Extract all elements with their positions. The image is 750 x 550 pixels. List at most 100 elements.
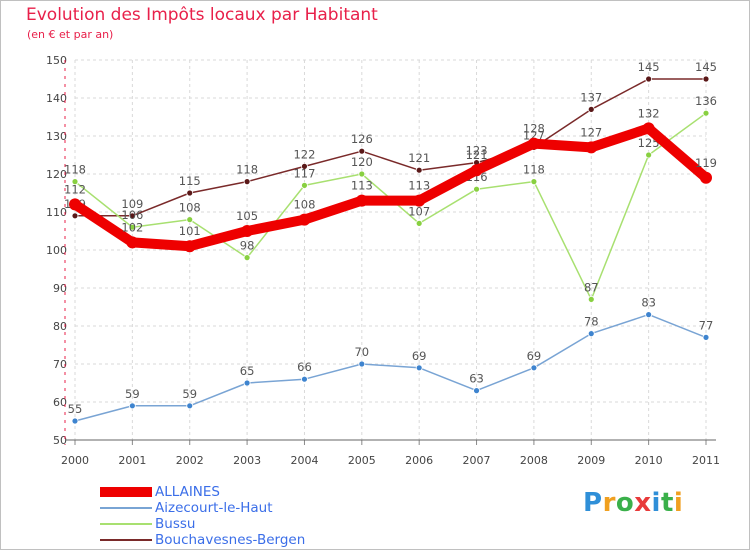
data-point-bussu bbox=[702, 109, 710, 117]
y-tick-label: 60 bbox=[53, 396, 67, 409]
legend-swatch bbox=[100, 532, 152, 548]
data-label-allaines: 102 bbox=[121, 220, 143, 234]
x-tick-label: 2005 bbox=[348, 454, 376, 467]
data-label-bouchavesnes-bergen: 126 bbox=[351, 132, 373, 146]
data-label-allaines: 128 bbox=[523, 122, 545, 136]
data-point-bouchavesnes-bergen bbox=[128, 212, 136, 220]
data-point-bouchavesnes-bergen bbox=[702, 75, 710, 83]
data-label-aizecourt-le-haut: 65 bbox=[240, 364, 255, 378]
proxiti-logo: Proxiti bbox=[583, 488, 683, 518]
data-point-bouchavesnes-bergen bbox=[587, 106, 595, 113]
data-label-bouchavesnes-bergen: 122 bbox=[293, 147, 315, 161]
data-point-bouchavesnes-bergen bbox=[71, 212, 79, 220]
data-label-allaines: 119 bbox=[695, 156, 717, 170]
data-label-bussu: 117 bbox=[293, 166, 315, 180]
data-label-aizecourt-le-haut: 63 bbox=[469, 372, 484, 386]
data-point-allaines bbox=[642, 122, 655, 135]
series-line-allaines bbox=[70, 123, 711, 252]
data-point-allaines bbox=[470, 164, 483, 177]
y-tick-label: 120 bbox=[46, 168, 67, 181]
data-point-bussu bbox=[473, 185, 480, 193]
legend-label: Bouchavesnes-Bergen bbox=[155, 532, 306, 548]
x-tick-label: 2008 bbox=[520, 454, 548, 467]
data-point-allaines bbox=[69, 198, 81, 211]
y-tick-label: 100 bbox=[46, 244, 67, 257]
data-label-allaines: 121 bbox=[466, 148, 488, 162]
data-label-allaines: 132 bbox=[638, 106, 660, 120]
logo-letter: P bbox=[583, 488, 603, 518]
y-tick-label: 50 bbox=[53, 434, 67, 447]
x-tick-label: 2011 bbox=[692, 454, 720, 467]
y-tick-label: 150 bbox=[46, 54, 67, 67]
data-point-bussu bbox=[301, 181, 308, 189]
x-tick-label: 2004 bbox=[290, 454, 318, 467]
data-label-bouchavesnes-bergen: 137 bbox=[580, 90, 602, 104]
data-point-allaines bbox=[298, 213, 311, 226]
x-tick-label: 2000 bbox=[61, 454, 89, 467]
data-label-bouchavesnes-bergen: 121 bbox=[408, 151, 430, 165]
data-point-bussu bbox=[587, 295, 595, 303]
x-tick-label: 2002 bbox=[176, 454, 204, 467]
data-label-bouchavesnes-bergen: 118 bbox=[236, 163, 258, 177]
logo-letter: t bbox=[660, 488, 674, 518]
data-label-bouchavesnes-bergen: 115 bbox=[179, 174, 201, 188]
data-label-aizecourt-le-haut: 55 bbox=[68, 402, 83, 416]
y-tick-label: 110 bbox=[46, 206, 67, 219]
data-label-bouchavesnes-bergen: 145 bbox=[638, 60, 660, 74]
data-label-bussu: 98 bbox=[240, 239, 255, 253]
data-label-aizecourt-le-haut: 69 bbox=[527, 349, 542, 363]
y-tick-label: 80 bbox=[53, 320, 67, 333]
data-point-bussu bbox=[186, 216, 194, 224]
data-label-allaines: 108 bbox=[293, 198, 315, 212]
data-label-bussu: 136 bbox=[695, 94, 717, 108]
data-point-bouchavesnes-bergen bbox=[415, 166, 423, 174]
series-bouchavesnes-bergen: 109109115118122126121123127137145145 bbox=[64, 60, 717, 220]
logo-letter: r bbox=[602, 488, 616, 518]
data-point-bussu bbox=[358, 170, 366, 178]
data-label-allaines: 113 bbox=[408, 179, 430, 193]
data-label-bouchavesnes-bergen: 123 bbox=[466, 144, 488, 158]
data-label-aizecourt-le-haut: 77 bbox=[699, 318, 714, 332]
data-point-bouchavesnes-bergen bbox=[358, 147, 366, 155]
legend-label: Aizecourt-le-Haut bbox=[155, 500, 273, 516]
data-label-bussu: 118 bbox=[64, 163, 86, 177]
data-point-bussu bbox=[128, 223, 136, 231]
legend-swatch bbox=[100, 484, 152, 500]
data-label-allaines: 105 bbox=[236, 209, 258, 223]
data-point-bouchavesnes-bergen bbox=[301, 162, 308, 170]
data-label-aizecourt-le-haut: 66 bbox=[297, 360, 312, 374]
data-point-bussu bbox=[645, 151, 653, 159]
data-point-bussu bbox=[71, 178, 79, 186]
y-tick-label: 90 bbox=[53, 282, 67, 295]
x-tick-label: 2009 bbox=[577, 454, 605, 467]
data-label-bussu: 87 bbox=[584, 280, 599, 294]
data-label-bouchavesnes-bergen: 109 bbox=[121, 197, 143, 211]
data-label-allaines: 113 bbox=[351, 179, 373, 193]
data-label-bussu: 120 bbox=[351, 155, 373, 169]
series-line-bouchavesnes-bergen bbox=[74, 78, 707, 217]
data-point-allaines bbox=[355, 194, 368, 207]
chart-title: Evolution des Impôts locaux par Habitant bbox=[26, 5, 378, 25]
y-tick-label: 130 bbox=[46, 130, 67, 143]
data-point-allaines bbox=[527, 137, 540, 150]
data-point-aizecourt-le-haut bbox=[415, 364, 423, 372]
data-point-bouchavesnes-bergen bbox=[243, 178, 251, 186]
data-point-aizecourt-le-haut bbox=[587, 330, 595, 338]
legend-swatch bbox=[100, 500, 152, 516]
data-label-bussu: 106 bbox=[121, 208, 143, 222]
x-tick-label: 2007 bbox=[463, 454, 491, 467]
y-tick-label: 140 bbox=[46, 92, 67, 105]
data-point-allaines bbox=[413, 194, 426, 207]
series-line-aizecourt-le-haut bbox=[74, 313, 707, 422]
data-label-bussu: 108 bbox=[179, 201, 201, 215]
logo-letter: x bbox=[634, 488, 652, 518]
data-label-aizecourt-le-haut: 59 bbox=[182, 387, 197, 401]
chart-subtitle: (en € et par an) bbox=[27, 28, 114, 41]
data-point-aizecourt-le-haut bbox=[530, 364, 538, 372]
data-label-bouchavesnes-bergen: 127 bbox=[523, 128, 545, 142]
legend-label: ALLAINES bbox=[155, 484, 221, 500]
data-point-aizecourt-le-haut bbox=[702, 333, 710, 341]
data-point-bussu bbox=[415, 219, 423, 227]
